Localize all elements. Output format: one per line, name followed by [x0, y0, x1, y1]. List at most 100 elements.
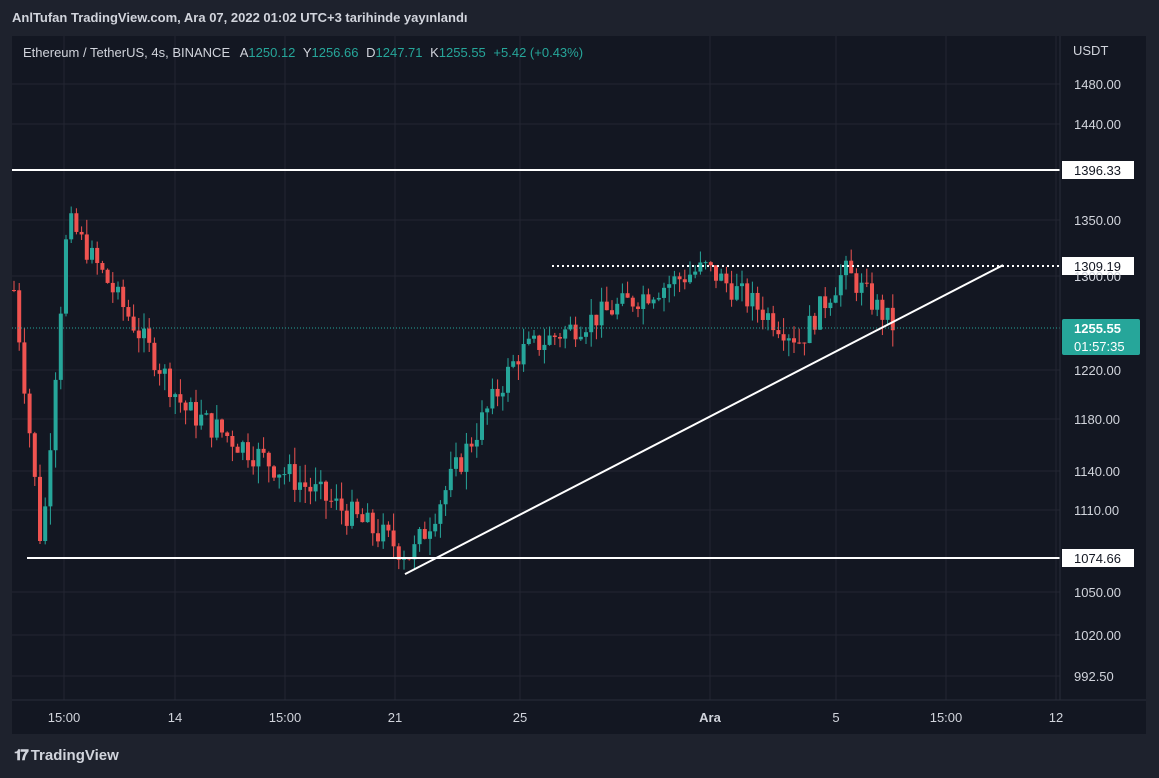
close-value: 1255.55 [438, 45, 486, 60]
candle-body [344, 510, 349, 526]
level-label-box [1062, 549, 1134, 567]
candle-body [261, 448, 266, 453]
candle-body [412, 544, 417, 560]
candle-body [568, 324, 573, 330]
chart-area[interactable] [12, 36, 1146, 734]
y-tick-label: 1020.00 [1074, 628, 1121, 643]
level-label: 1309.19 [1074, 259, 1121, 274]
candle-body [422, 529, 427, 539]
candle-body [750, 292, 755, 307]
candle-body [116, 286, 120, 293]
candle-body [495, 388, 500, 397]
candle-body [402, 558, 406, 560]
x-tick-label: 15:00 [48, 710, 81, 725]
candle-body [698, 262, 703, 272]
candle-body [797, 342, 802, 344]
y-tick-label: 992.50 [1074, 669, 1114, 684]
candle-body [864, 282, 869, 284]
candle-body [485, 408, 490, 413]
candle-body [667, 284, 672, 288]
candle-body [178, 394, 183, 403]
candle-body [838, 275, 843, 296]
candle-body [38, 476, 42, 542]
candle-body [131, 316, 136, 331]
candle-body [802, 342, 807, 344]
candle-body [594, 314, 599, 326]
candle-body [734, 286, 739, 300]
candle-body [818, 296, 822, 330]
candle-body [615, 303, 620, 315]
candle-body [662, 287, 666, 298]
candle-body [188, 402, 193, 411]
high-label: Y [302, 45, 312, 60]
candle-body [516, 361, 521, 365]
candle-body [682, 279, 687, 283]
x-tick-label: 12 [1049, 710, 1063, 725]
candle-body [168, 368, 172, 398]
candle-body [334, 498, 339, 501]
candle-body [386, 524, 391, 531]
y-tick-label: 1220.00 [1074, 363, 1121, 378]
y-tick-label: 1140.00 [1074, 464, 1120, 479]
candle-body [610, 310, 614, 315]
candle-body [209, 413, 214, 438]
candle-body [32, 433, 37, 477]
candle-body [22, 342, 27, 394]
candle-body [599, 301, 604, 326]
candle-body [318, 481, 323, 485]
candle-body [740, 283, 744, 287]
candle-body [240, 442, 245, 453]
candle-body [43, 506, 48, 542]
price-axis: 1480.00 1440.00 1350.00 1300.00 1220.00 1180.… [12, 36, 1146, 701]
y-tick-label: 1480.00 [1074, 77, 1121, 92]
candle-body [464, 443, 469, 472]
open-value: 1250.12 [248, 45, 296, 60]
low-value: 1247.71 [375, 45, 423, 60]
candle-body [370, 512, 375, 534]
candle-body [693, 271, 698, 275]
candle-body [459, 457, 464, 472]
candle-body [833, 295, 838, 303]
tradingview-brand[interactable]: 𝟏𝟕 TradingView [14, 747, 119, 764]
candle-body [558, 337, 562, 339]
candle-body [542, 344, 547, 350]
candle-body [573, 324, 578, 340]
high-value: 1256.66 [311, 45, 359, 60]
candle-body [256, 448, 261, 467]
candle-body [620, 293, 625, 304]
candle-body [589, 314, 594, 333]
candle-body [100, 263, 105, 270]
candle-body [812, 315, 817, 330]
x-tick-label: 15:00 [269, 710, 302, 725]
candle-body [526, 338, 531, 345]
candle-body [823, 296, 828, 309]
candle-body [355, 501, 360, 515]
tradingview-logo-icon: 𝟏𝟕 [14, 747, 29, 764]
candle-body [537, 335, 542, 350]
candle-body [880, 299, 885, 320]
candle-body [885, 307, 890, 320]
y-tick-label: 1350.00 [1074, 213, 1121, 228]
candle-body [48, 450, 53, 507]
candle-body [854, 273, 859, 293]
y-tick-label: 1110.00 [1074, 503, 1119, 518]
candle-body [438, 504, 443, 524]
candle-body [532, 335, 536, 339]
candle-body [272, 466, 276, 478]
x-tick-label: 14 [168, 710, 182, 725]
candle-body [672, 276, 677, 285]
candle-body [490, 388, 495, 409]
candle-body [584, 332, 588, 337]
candle-body [521, 344, 526, 365]
candle-body [308, 486, 313, 492]
candle-body [126, 307, 131, 317]
candle-body [724, 273, 729, 284]
candle-body [84, 234, 89, 260]
x-tick-label: 25 [513, 710, 527, 725]
candle-body [220, 419, 224, 433]
candle-body [890, 307, 895, 331]
candle-body [454, 457, 458, 469]
candle-body [469, 443, 474, 447]
candle-body [27, 393, 32, 434]
